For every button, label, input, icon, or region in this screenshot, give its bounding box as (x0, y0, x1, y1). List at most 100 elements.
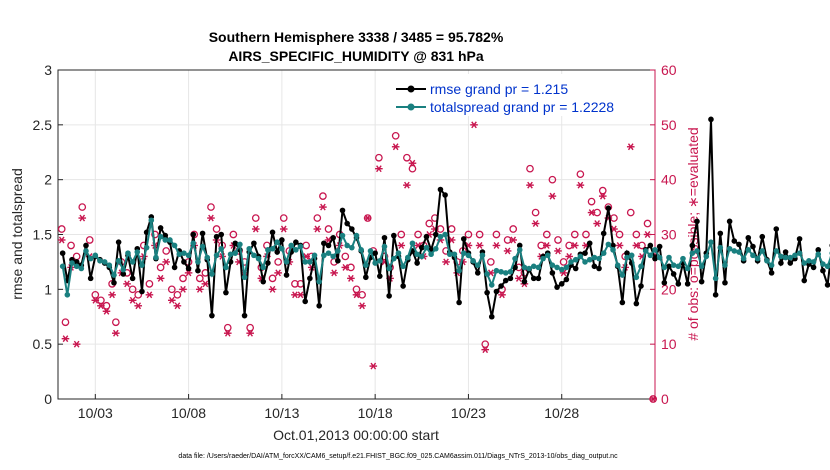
obs-possible-point (251, 214, 260, 222)
rmse-point (493, 288, 500, 295)
totalspread-point (349, 244, 355, 251)
obs-evaluated-point (442, 258, 450, 266)
rmse-point (391, 232, 397, 239)
totalspread-point (381, 243, 388, 250)
totalspread-point (722, 262, 728, 269)
obs-possible-point (570, 230, 579, 239)
x-tick-label: 10/13 (264, 405, 299, 421)
rmse-point (190, 231, 197, 238)
rmse-point (335, 258, 341, 264)
obs-possible-point (319, 192, 327, 200)
obs-possible-point (313, 214, 322, 222)
totalspread-point (549, 262, 556, 269)
totalspread-point (577, 253, 584, 260)
obs-possible-point (61, 318, 70, 327)
totalspread-point (367, 248, 374, 254)
rmse-point (684, 281, 691, 287)
legend: rmse grand pr = 1.215 totalspread grand … (392, 74, 644, 116)
totalspread-point (684, 265, 691, 272)
rmse-point (670, 271, 677, 277)
rmse-point (820, 267, 826, 274)
obs-possible-point (268, 274, 277, 283)
totalspread-point (540, 255, 546, 262)
totalspread-point (530, 263, 537, 270)
obs-evaluated-point (78, 214, 87, 222)
totalspread-point (181, 250, 187, 256)
obs-possible-point (341, 252, 350, 261)
totalspread-point (488, 282, 495, 288)
totalspread-point (153, 254, 159, 261)
totalspread-point (736, 249, 742, 255)
totalspread-point (400, 263, 406, 270)
obs-possible-point (598, 186, 607, 195)
obs-evaluated-point (61, 335, 70, 343)
rmse-point (115, 239, 122, 245)
rmse-point (512, 264, 518, 271)
obs-evaluated-point (587, 209, 596, 217)
rmse-point (307, 275, 313, 282)
rmse-point (344, 220, 350, 227)
obs-evaluated-point (375, 165, 383, 173)
totalspread-point (307, 259, 313, 265)
obs-evaluated-point (470, 121, 478, 129)
totalspread-point (423, 244, 430, 251)
rmse-point (349, 226, 355, 232)
obs-evaluated-point (369, 362, 378, 370)
totalspread-point (227, 251, 234, 258)
rmse-point (554, 284, 560, 290)
rmse-point (251, 240, 257, 247)
rmse-point (171, 264, 178, 271)
rmse-point (218, 231, 225, 238)
obs-evaluated-point (57, 236, 66, 244)
totalspread-point (656, 254, 663, 261)
totalspread-point (498, 268, 504, 275)
totalspread-point (428, 251, 434, 258)
rmse-point (381, 234, 388, 241)
obs-possible-point (91, 290, 100, 299)
totalspread-point (73, 263, 80, 270)
rmse-point (139, 288, 145, 295)
obs-evaluated-point (268, 285, 277, 293)
totalspread-point (507, 268, 514, 275)
totalspread-point (614, 262, 621, 269)
totalspread-point (293, 247, 299, 253)
totalspread-point (456, 267, 462, 274)
rmse-point (442, 192, 448, 198)
rmse-point (652, 255, 658, 262)
chart-title: Southern Hemisphere 3338 / 3485 = 95.782… (209, 29, 504, 45)
rmse-point (223, 289, 229, 296)
rmse-point (675, 281, 682, 287)
totalspread-point (260, 264, 267, 271)
totalspread-point (311, 252, 318, 259)
obs-possible-point (587, 197, 596, 206)
rmse-point (530, 275, 537, 282)
obs-possible-point (526, 164, 534, 173)
obs-evaluated-point (319, 203, 327, 211)
obs-evaluated-point (576, 181, 585, 189)
totalspread-point (353, 232, 360, 239)
rmse-point (372, 250, 378, 256)
rmse-point (600, 230, 607, 237)
right-tick-label: 30 (661, 227, 677, 243)
obs-possible-point (542, 230, 551, 239)
totalspread-point (493, 267, 500, 274)
x-tick-label: 10/08 (171, 405, 206, 421)
rmse-point (120, 271, 127, 277)
totalspread-point (605, 241, 612, 248)
totalspread-point (377, 258, 383, 264)
obs-possible-point (173, 290, 182, 299)
obs-evaluated-point (598, 192, 607, 200)
rmse-point (330, 234, 336, 241)
totalspread-point (820, 261, 826, 267)
totalspread-point (204, 254, 211, 261)
rmse-point (549, 270, 556, 276)
rmse-point (339, 207, 346, 214)
totalspread-point (148, 217, 155, 224)
totalspread-point (619, 272, 626, 278)
totalspread-point (218, 245, 225, 252)
obs-evaluated-point (626, 143, 635, 151)
rmse-point (666, 263, 672, 270)
rmse-point (773, 226, 780, 232)
rmse-point (736, 241, 742, 248)
totalspread-point (698, 263, 705, 270)
